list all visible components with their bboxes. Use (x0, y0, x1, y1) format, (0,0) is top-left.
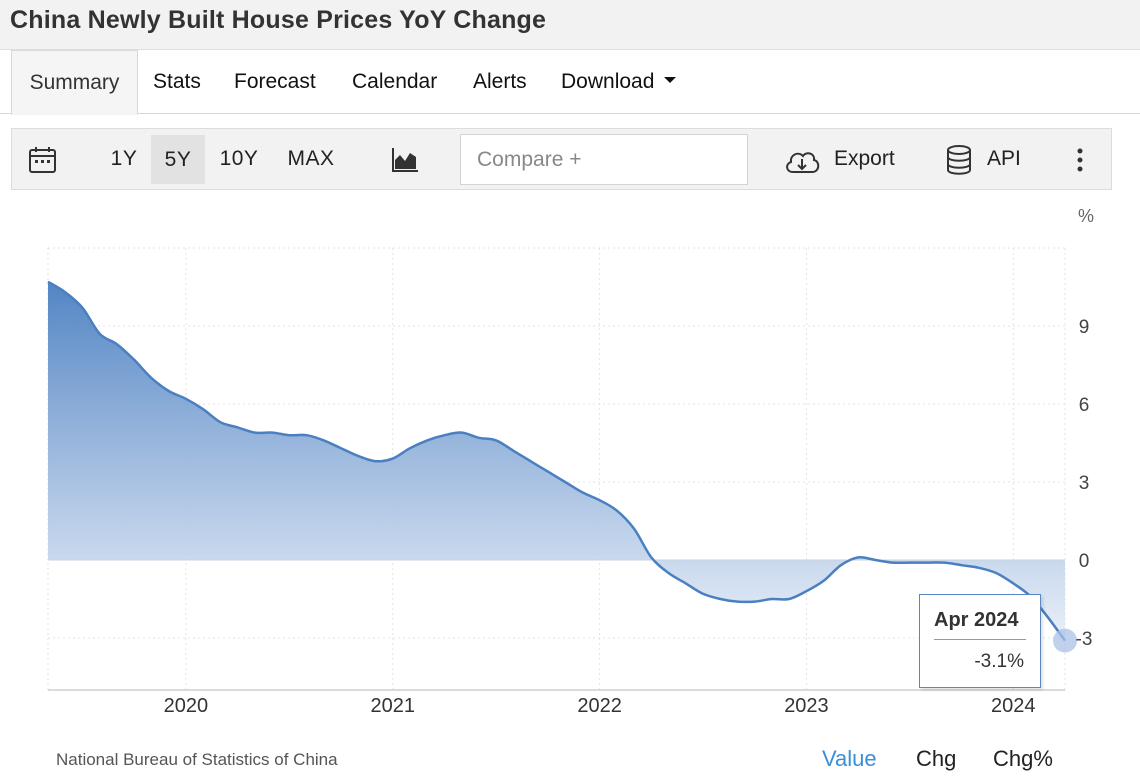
tab-alerts[interactable]: Alerts (473, 70, 527, 93)
chart-area: 9 6 3 0 -3 2020 2021 2022 2023 2024 % (0, 196, 1140, 782)
compare-input[interactable]: Compare + (460, 134, 748, 185)
tab-summary[interactable]: Summary (11, 50, 138, 115)
x-tick-label: 2024 (991, 695, 1036, 717)
y-tick-label: 3 (1079, 473, 1090, 494)
cloud-download-icon[interactable] (783, 146, 821, 176)
export-button[interactable]: Export (834, 147, 895, 170)
tooltip-value: -3.1% (974, 651, 1024, 672)
tooltip-divider (934, 639, 1026, 640)
chart-toolbar: 1Y 5Y 10Y MAX Compare + Export API (11, 128, 1112, 190)
tab-bar: Summary Stats Forecast Calendar Alerts D… (0, 50, 1140, 115)
data-tooltip: Apr 2024 -3.1% (919, 594, 1041, 688)
tab-forecast[interactable]: Forecast (234, 70, 316, 93)
mode-chgpct-button[interactable]: Chg% (993, 746, 1053, 771)
hover-point (1053, 628, 1077, 653)
tab-stats[interactable]: Stats (153, 70, 201, 93)
tab-download[interactable]: Download (561, 50, 677, 114)
area-fill (48, 281, 1065, 641)
api-button[interactable]: API (987, 147, 1021, 170)
calendar-icon[interactable] (28, 145, 58, 175)
x-tick-label: 2021 (370, 695, 415, 717)
range-1y-button[interactable]: 1Y (110, 147, 138, 170)
more-vertical-icon[interactable] (1074, 147, 1086, 173)
y-tick-label: 0 (1079, 551, 1090, 572)
y-tick-label: -3 (1076, 629, 1093, 650)
chart-type-icon[interactable] (390, 145, 420, 175)
range-10y-button[interactable]: 10Y (219, 147, 259, 170)
page-title: China Newly Built House Prices YoY Chang… (10, 6, 547, 34)
x-tick-label: 2022 (577, 695, 622, 717)
tooltip-date: Apr 2024 (934, 609, 1019, 631)
mode-chg-button[interactable]: Chg (916, 746, 957, 771)
range-max-button[interactable]: MAX (287, 147, 335, 170)
x-axis: 2020 2021 2022 2023 2024 (164, 695, 1036, 717)
title-bar: China Newly Built House Prices YoY Chang… (0, 0, 1140, 50)
x-tick-label: 2020 (164, 695, 209, 717)
range-5y-button[interactable]: 5Y (151, 135, 205, 184)
source-label: National Bureau of Statistics of China (56, 750, 338, 769)
y-axis: 9 6 3 0 -3 (1076, 317, 1093, 650)
tab-download-label: Download (561, 70, 655, 93)
line-chart[interactable]: 9 6 3 0 -3 2020 2021 2022 2023 2024 % (0, 196, 1140, 782)
mode-value-button[interactable]: Value (822, 746, 877, 771)
caret-down-icon (664, 77, 677, 84)
series-line (47, 280, 1067, 642)
y-unit-label: % (1078, 206, 1094, 226)
tab-calendar[interactable]: Calendar (352, 70, 438, 93)
x-tick-label: 2023 (784, 695, 829, 717)
y-tick-label: 6 (1079, 395, 1090, 416)
y-tick-label: 9 (1079, 317, 1090, 338)
database-icon[interactable] (945, 144, 973, 176)
